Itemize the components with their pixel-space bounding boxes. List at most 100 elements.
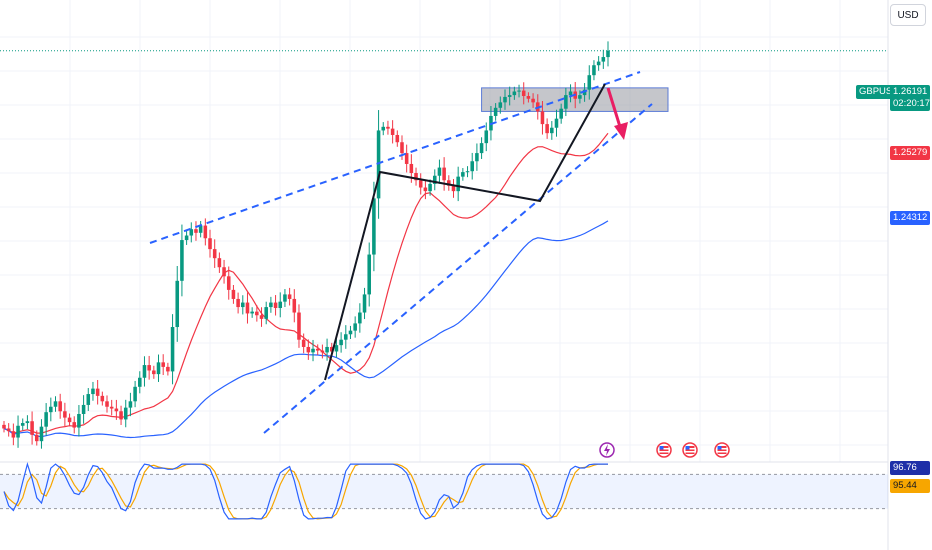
- candle-body: [325, 346, 329, 353]
- candle-body: [507, 95, 512, 97]
- candle: [259, 307, 264, 327]
- candle: [194, 221, 198, 241]
- candle-body: [255, 311, 259, 316]
- candle-body: [311, 348, 315, 353]
- candle: [358, 303, 362, 333]
- candle: [255, 305, 259, 322]
- candle-body: [44, 412, 48, 427]
- candle: [49, 397, 53, 422]
- candle: [315, 344, 320, 355]
- candle: [25, 415, 30, 430]
- us-flag-icon[interactable]: [656, 442, 672, 458]
- candle: [578, 90, 582, 104]
- candle: [512, 86, 517, 100]
- candle: [596, 56, 601, 71]
- candle: [470, 152, 474, 180]
- candle: [11, 423, 16, 446]
- candle: [175, 265, 180, 342]
- candle-body: [208, 238, 212, 250]
- candle: [437, 159, 442, 184]
- candle: [16, 415, 20, 448]
- us-flag-icon-stripe: [717, 448, 727, 450]
- candle-body: [395, 134, 400, 143]
- candle: [582, 82, 587, 102]
- candle-body: [465, 171, 470, 173]
- candle-body: [390, 128, 395, 135]
- candle-body: [358, 312, 362, 324]
- candle: [100, 391, 105, 406]
- candle: [386, 120, 390, 135]
- candle-body: [25, 421, 30, 424]
- lightning-icon[interactable]: [599, 442, 615, 458]
- candle-body: [606, 50, 610, 58]
- candle: [456, 166, 460, 202]
- us-flag-icon[interactable]: [682, 442, 698, 458]
- candle: [498, 96, 503, 114]
- candle: [245, 292, 250, 324]
- candle-body: [180, 240, 184, 281]
- candle-body: [175, 280, 180, 328]
- ma-fast-price-label: 1.25279: [890, 146, 930, 160]
- candle: [53, 396, 58, 412]
- candle: [142, 356, 147, 387]
- moving-average-fast-line: [3, 132, 609, 434]
- candle-body: [95, 388, 100, 396]
- candle: [231, 284, 236, 304]
- candle: [442, 157, 446, 191]
- candle-body: [273, 302, 278, 308]
- candle-body: [133, 386, 137, 402]
- candle-body: [348, 330, 353, 335]
- candle-body: [241, 302, 245, 308]
- candle-body: [376, 130, 381, 199]
- candle-body: [470, 161, 474, 172]
- candle: [531, 93, 535, 108]
- candle: [306, 339, 311, 360]
- candle: [119, 405, 123, 425]
- candle-body: [447, 180, 451, 186]
- currency-button[interactable]: USD: [890, 4, 926, 26]
- candle: [34, 430, 39, 446]
- candle: [601, 49, 606, 69]
- candle-body: [301, 339, 306, 347]
- candle-body: [592, 65, 596, 76]
- candle: [20, 418, 25, 431]
- candle-body: [58, 401, 62, 412]
- candle-body: [423, 187, 428, 192]
- candle-body: [367, 254, 371, 295]
- candle-body: [20, 423, 25, 426]
- us-flag-icon-stripe: [659, 448, 669, 450]
- candle: [212, 239, 217, 268]
- candle-body: [554, 118, 559, 128]
- candle: [184, 230, 189, 245]
- candle: [156, 354, 161, 382]
- candle-body: [53, 401, 58, 407]
- candle-body: [484, 130, 489, 144]
- candle: [461, 168, 465, 181]
- candle-body: [381, 126, 386, 131]
- candle-body: [517, 90, 521, 92]
- candle: [292, 289, 297, 323]
- candle: [133, 380, 137, 408]
- us-flag-icon[interactable]: [714, 442, 730, 458]
- candle: [109, 399, 114, 416]
- candle-body: [297, 312, 301, 340]
- candle: [587, 65, 592, 100]
- candle-body: [531, 98, 535, 103]
- candle-body: [119, 411, 123, 420]
- candle: [30, 411, 34, 445]
- us-flag-icon-stripe: [717, 451, 727, 453]
- lightning-icon-bolt: [604, 444, 610, 456]
- candle: [606, 41, 610, 67]
- candle: [339, 332, 343, 353]
- candle: [264, 301, 268, 325]
- candle: [39, 419, 44, 449]
- candle-body: [329, 346, 334, 352]
- candle-body: [147, 365, 151, 371]
- candle-body: [334, 345, 339, 352]
- candle-body: [259, 315, 264, 319]
- candle-body: [128, 401, 133, 408]
- candle-body: [442, 167, 446, 181]
- candle-body: [6, 428, 11, 432]
- candle-body: [2, 424, 6, 429]
